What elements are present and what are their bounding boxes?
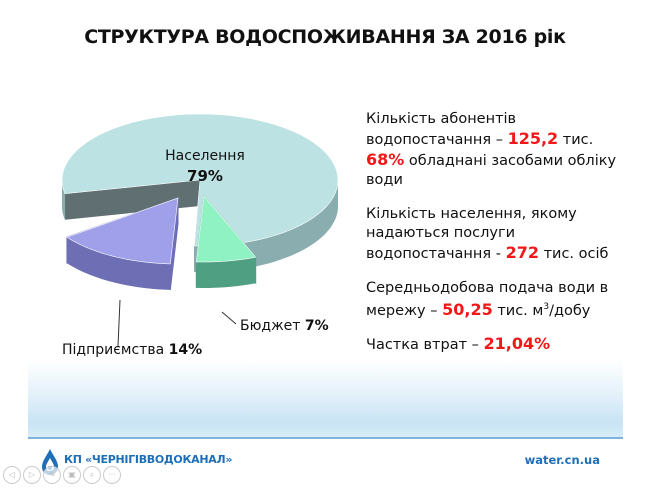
more-button[interactable]: ··· xyxy=(103,466,121,484)
divider xyxy=(28,437,623,439)
page-title: СТРУКТУРА ВОДОСПОЖИВАННЯ ЗА 2016 рік xyxy=(84,26,566,48)
slice-label: Підприємства xyxy=(62,342,165,358)
slice-side xyxy=(66,237,171,290)
label-naselennia: Населення 79% xyxy=(160,148,250,185)
slice-label: Населення xyxy=(165,148,245,164)
slides-button[interactable]: ▣ xyxy=(63,466,81,484)
leader-line xyxy=(221,311,237,325)
slice-0 xyxy=(61,113,339,247)
prev-slide-button[interactable]: ◁ xyxy=(3,466,21,484)
label-pidpryiemstva: Підприємства 14% xyxy=(62,342,202,358)
info-subscribers: Кількість абонентів водопостачання – 125… xyxy=(366,111,594,148)
next-slide-button[interactable]: ▷ xyxy=(23,466,41,484)
slice-2 xyxy=(66,197,179,265)
slice-1 xyxy=(195,195,257,263)
info-supply: Середньодобова подача води в мережу – 50… xyxy=(366,280,609,319)
slice-value: 14% xyxy=(168,342,203,358)
water-background xyxy=(28,360,623,438)
pen-button[interactable]: ✎ xyxy=(43,466,61,484)
slice-label: Бюджет xyxy=(240,318,301,334)
info-metered: 68% обладнані засобами обліку води xyxy=(366,150,617,188)
leader-line xyxy=(117,299,121,347)
info-losses: Частка втрат – 21,04% xyxy=(366,334,551,353)
slice-value: 79% xyxy=(187,167,223,185)
slice-value: 7% xyxy=(304,318,329,334)
slice-side xyxy=(196,257,256,288)
company-name: КП «ЧЕРНІГІВВОДОКАНАЛ» xyxy=(64,453,233,466)
website-link[interactable]: water.cn.ua xyxy=(524,453,600,467)
slice-side xyxy=(62,180,66,220)
info-population: Кількість населення, якому надаються пос… xyxy=(366,206,609,262)
slice-wall xyxy=(65,180,201,220)
label-biudzhet: Бюджет 7% xyxy=(240,318,329,334)
pie-chart xyxy=(61,113,339,347)
zoom-button[interactable]: ⌕ xyxy=(83,466,101,484)
